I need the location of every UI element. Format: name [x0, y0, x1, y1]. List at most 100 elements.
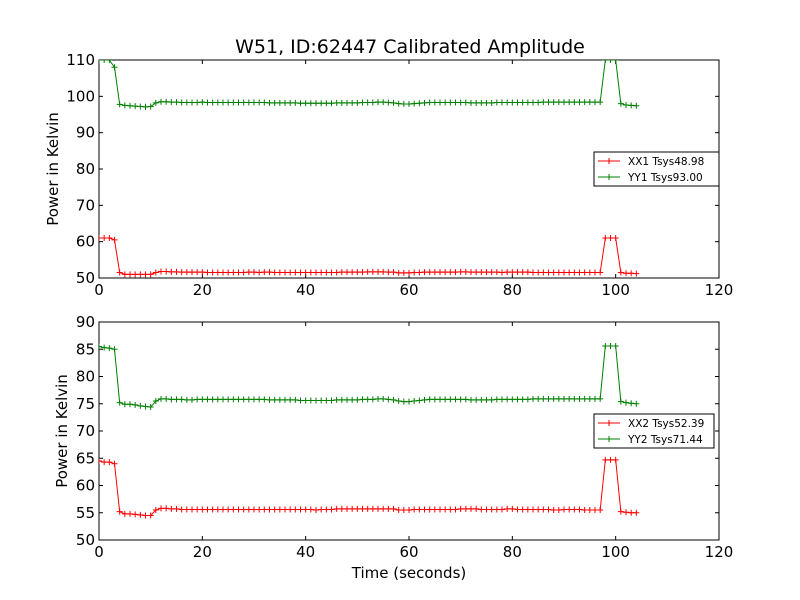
- data-point: [344, 505, 350, 512]
- data-point: [452, 396, 459, 403]
- data-point: [581, 99, 588, 106]
- data-point: [504, 269, 511, 276]
- y-tick-label: 50: [76, 269, 95, 287]
- chart-title: W51, ID:62447 Calibrated Amplitude: [235, 36, 585, 58]
- data-point: [333, 505, 340, 512]
- data-point: [566, 269, 573, 276]
- data-point: [173, 268, 180, 275]
- data-point: [349, 396, 356, 403]
- data-point: [416, 397, 423, 404]
- x-tick-label: 0: [94, 543, 104, 561]
- data-point: [493, 396, 500, 403]
- data-point: [442, 506, 449, 513]
- data-point: [189, 396, 195, 403]
- data-point: [555, 507, 562, 514]
- data-point: [116, 508, 123, 515]
- data-point: [597, 99, 604, 106]
- data-point: [581, 507, 588, 514]
- data-point: [473, 396, 480, 403]
- data-point: [333, 396, 340, 403]
- data-point: [354, 505, 361, 512]
- data-point: [561, 395, 567, 402]
- data-point: [431, 99, 438, 106]
- data-point: [359, 396, 366, 403]
- data-point: [297, 506, 304, 513]
- data-point: [173, 99, 180, 106]
- data-point: [132, 103, 139, 110]
- y-tick-label: 60: [76, 233, 95, 251]
- data-point: [395, 507, 402, 514]
- x-tick-label: 60: [399, 281, 418, 299]
- data-point: [364, 268, 371, 275]
- data-point: [220, 396, 226, 403]
- data-point: [230, 396, 237, 403]
- data-point: [602, 456, 609, 463]
- y-axis-label: Power in Kelvin: [53, 374, 71, 488]
- data-point: [158, 98, 164, 105]
- data-point: [586, 395, 593, 402]
- y-tick-label: 50: [76, 531, 95, 549]
- data-point: [550, 507, 557, 514]
- data-point: [586, 99, 593, 106]
- data-point: [183, 269, 190, 276]
- data-point: [478, 396, 485, 403]
- data-point: [307, 397, 314, 404]
- data-point: [411, 506, 418, 513]
- data-point: [633, 102, 640, 109]
- data-point: [266, 99, 273, 106]
- data-point: [504, 99, 511, 106]
- data-point: [426, 506, 433, 513]
- data-point: [333, 269, 340, 276]
- data-point: [421, 269, 428, 276]
- data-point: [447, 396, 454, 403]
- data-point: [597, 507, 604, 514]
- data-point: [561, 99, 567, 106]
- data-point: [209, 99, 216, 106]
- data-point: [555, 269, 562, 276]
- y-tick-label: 55: [76, 504, 95, 522]
- data-point: [628, 102, 635, 109]
- data-point: [369, 396, 376, 403]
- data-point: [168, 268, 175, 275]
- data-point: [519, 396, 526, 403]
- data-point: [416, 269, 423, 276]
- data-point: [101, 459, 108, 466]
- data-point: [302, 269, 309, 276]
- data-point: [282, 269, 288, 276]
- data-point: [276, 269, 283, 276]
- data-point: [271, 269, 278, 276]
- data-point: [390, 99, 397, 106]
- data-point: [276, 506, 283, 513]
- data-point: [380, 268, 387, 275]
- data-point: [628, 400, 635, 407]
- data-point: [390, 269, 397, 276]
- data-point: [323, 506, 330, 513]
- legend-label: XX2 Tsys52.39: [628, 418, 704, 430]
- data-point: [132, 401, 139, 408]
- data-point: [204, 396, 211, 403]
- data-point: [540, 99, 547, 106]
- data-point: [488, 99, 495, 106]
- data-point: [504, 505, 511, 512]
- data-point: [225, 396, 232, 403]
- series-yy1: [99, 60, 640, 110]
- data-point: [623, 509, 629, 516]
- data-point: [106, 60, 113, 63]
- series-xx1: [99, 235, 640, 278]
- data-point: [261, 99, 268, 106]
- data-point: [323, 100, 330, 107]
- data-point: [509, 269, 516, 276]
- data-point: [431, 506, 438, 513]
- data-point: [204, 99, 211, 106]
- data-point: [437, 99, 443, 106]
- data-point: [493, 269, 500, 276]
- data-point: [199, 269, 206, 276]
- data-point: [504, 396, 511, 403]
- data-point: [462, 505, 469, 512]
- data-point: [478, 99, 485, 106]
- data-point: [597, 269, 604, 276]
- data-point: [462, 396, 469, 403]
- data-point: [406, 100, 412, 107]
- data-point: [225, 269, 232, 276]
- data-point: [199, 396, 206, 403]
